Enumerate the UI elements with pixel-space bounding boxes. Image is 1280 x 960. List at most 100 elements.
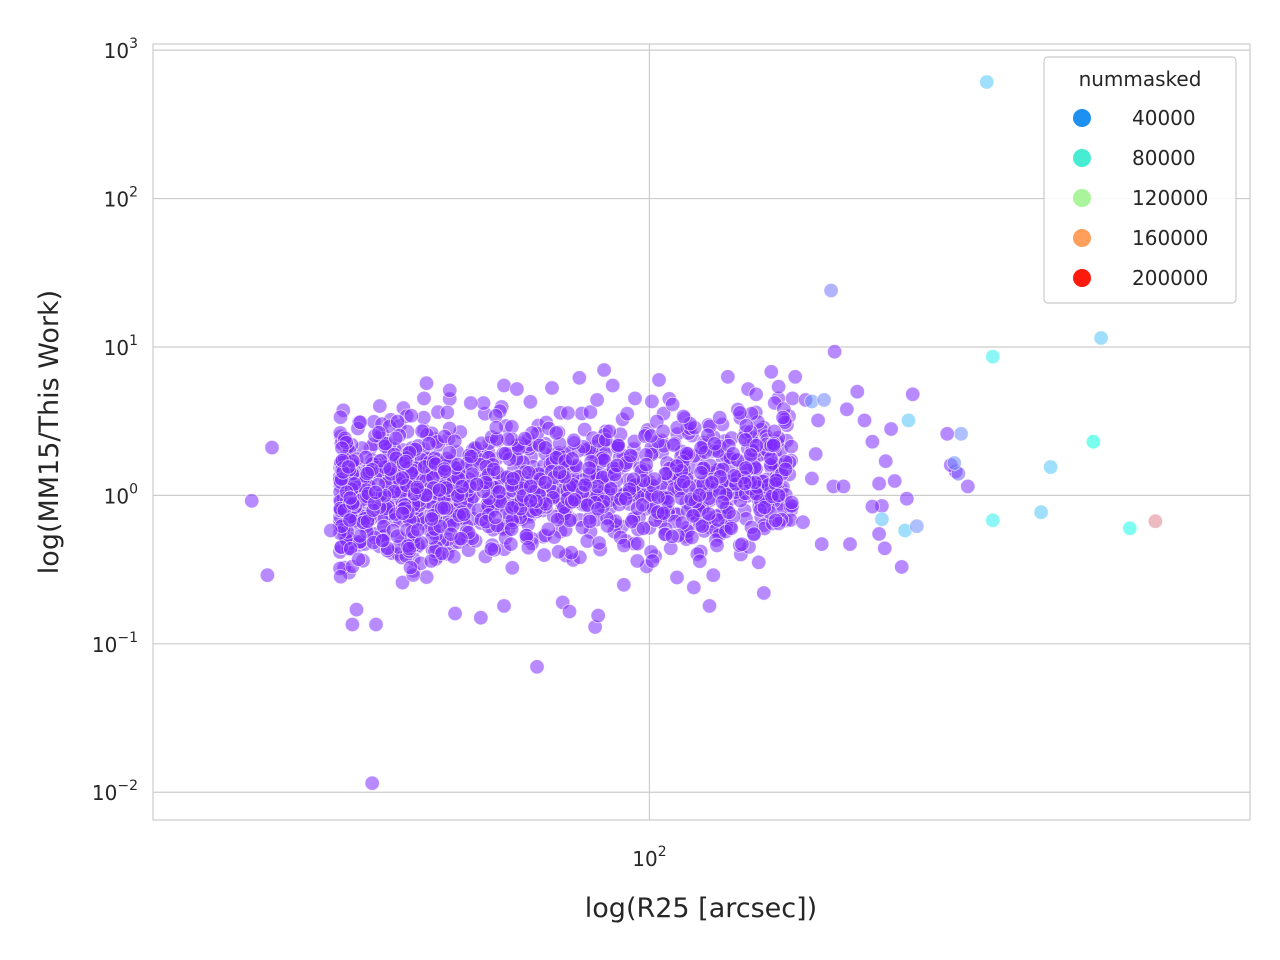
- y-tick-label: 101: [104, 333, 138, 360]
- data-point: [979, 74, 995, 90]
- data-point: [743, 447, 759, 463]
- data-point: [905, 386, 921, 402]
- data-point: [1033, 504, 1049, 520]
- data-point: [550, 544, 567, 560]
- data-point: [549, 512, 566, 528]
- data-point: [763, 450, 779, 466]
- data-point: [714, 494, 731, 510]
- data-point: [450, 456, 466, 473]
- legend-label: 200000: [1132, 266, 1208, 290]
- data-point: [503, 536, 519, 552]
- data-point: [561, 603, 578, 620]
- data-point: [616, 537, 632, 554]
- data-point: [737, 475, 753, 492]
- data-point: [775, 409, 791, 426]
- data-point: [488, 419, 504, 436]
- data-point: [332, 409, 349, 425]
- data-point: [323, 522, 339, 539]
- legend-marker: [1073, 109, 1091, 127]
- legend-entries: 40000 80000 120000 160000 200000: [1073, 106, 1208, 290]
- data-point: [725, 446, 741, 462]
- data-point: [551, 464, 568, 480]
- data-point: [522, 394, 539, 410]
- data-point: [610, 437, 626, 454]
- data-point: [469, 476, 485, 492]
- data-point: [770, 487, 787, 503]
- data-point: [638, 456, 654, 473]
- data-point: [473, 610, 489, 626]
- data-points: [244, 74, 1164, 791]
- data-point: [1147, 513, 1164, 529]
- data-point: [900, 412, 917, 428]
- data-point: [566, 432, 582, 448]
- data-point: [871, 475, 887, 492]
- data-point: [486, 461, 502, 477]
- data-point: [259, 567, 275, 583]
- data-point: [416, 410, 432, 426]
- data-point: [505, 471, 521, 487]
- data-point: [694, 518, 710, 534]
- data-point: [436, 500, 452, 516]
- data-point: [410, 522, 426, 538]
- legend-box: [1043, 56, 1237, 304]
- data-point: [877, 540, 893, 556]
- data-point: [520, 540, 537, 556]
- data-point: [635, 520, 652, 536]
- data-point: [763, 364, 779, 380]
- data-point: [738, 460, 754, 476]
- data-point: [816, 392, 832, 408]
- x-tick-label: 102: [632, 844, 666, 871]
- data-point: [669, 458, 685, 474]
- data-point: [738, 418, 754, 434]
- data-point: [504, 560, 520, 576]
- data-point: [1093, 330, 1109, 346]
- y-tick-label: 100: [104, 481, 138, 508]
- data-point: [571, 370, 588, 386]
- data-point: [591, 535, 607, 551]
- data-point: [487, 509, 503, 525]
- legend-label: 160000: [1132, 226, 1208, 250]
- data-point: [342, 490, 358, 506]
- data-point: [434, 545, 450, 562]
- data-point: [582, 513, 598, 530]
- data-point: [244, 493, 260, 509]
- data-point: [560, 405, 576, 421]
- y-axis-ticks: 10−2 10−1 100 101 102 103: [92, 36, 138, 805]
- data-point: [784, 390, 801, 406]
- data-point: [414, 423, 430, 439]
- data-point: [751, 554, 767, 570]
- data-point: [475, 395, 492, 411]
- data-point: [784, 494, 800, 510]
- data-point: [454, 478, 470, 495]
- data-point: [504, 500, 520, 516]
- data-point: [609, 457, 625, 473]
- data-point: [394, 470, 410, 486]
- data-point: [627, 390, 643, 406]
- legend-label: 120000: [1132, 186, 1208, 210]
- data-point: [849, 384, 865, 400]
- data-point: [664, 528, 680, 545]
- x-axis-label: log(R25 [arcsec]): [585, 893, 817, 924]
- data-point: [374, 532, 391, 549]
- data-point: [664, 396, 681, 412]
- data-point: [909, 518, 925, 534]
- data-point: [581, 460, 597, 476]
- data-point: [953, 426, 969, 442]
- data-point: [522, 478, 539, 494]
- data-point: [887, 473, 903, 489]
- data-point: [770, 379, 787, 395]
- data-point: [701, 506, 717, 522]
- data-point: [883, 421, 899, 437]
- data-point: [985, 512, 1001, 528]
- data-point: [441, 444, 457, 461]
- data-point: [655, 423, 671, 439]
- data-point: [692, 553, 708, 569]
- data-point: [421, 435, 437, 452]
- data-point: [582, 404, 599, 420]
- data-point: [603, 481, 619, 497]
- data-point: [679, 445, 695, 462]
- data-point: [544, 380, 560, 396]
- data-point: [456, 506, 472, 523]
- data-point: [810, 412, 826, 428]
- data-point: [705, 567, 721, 583]
